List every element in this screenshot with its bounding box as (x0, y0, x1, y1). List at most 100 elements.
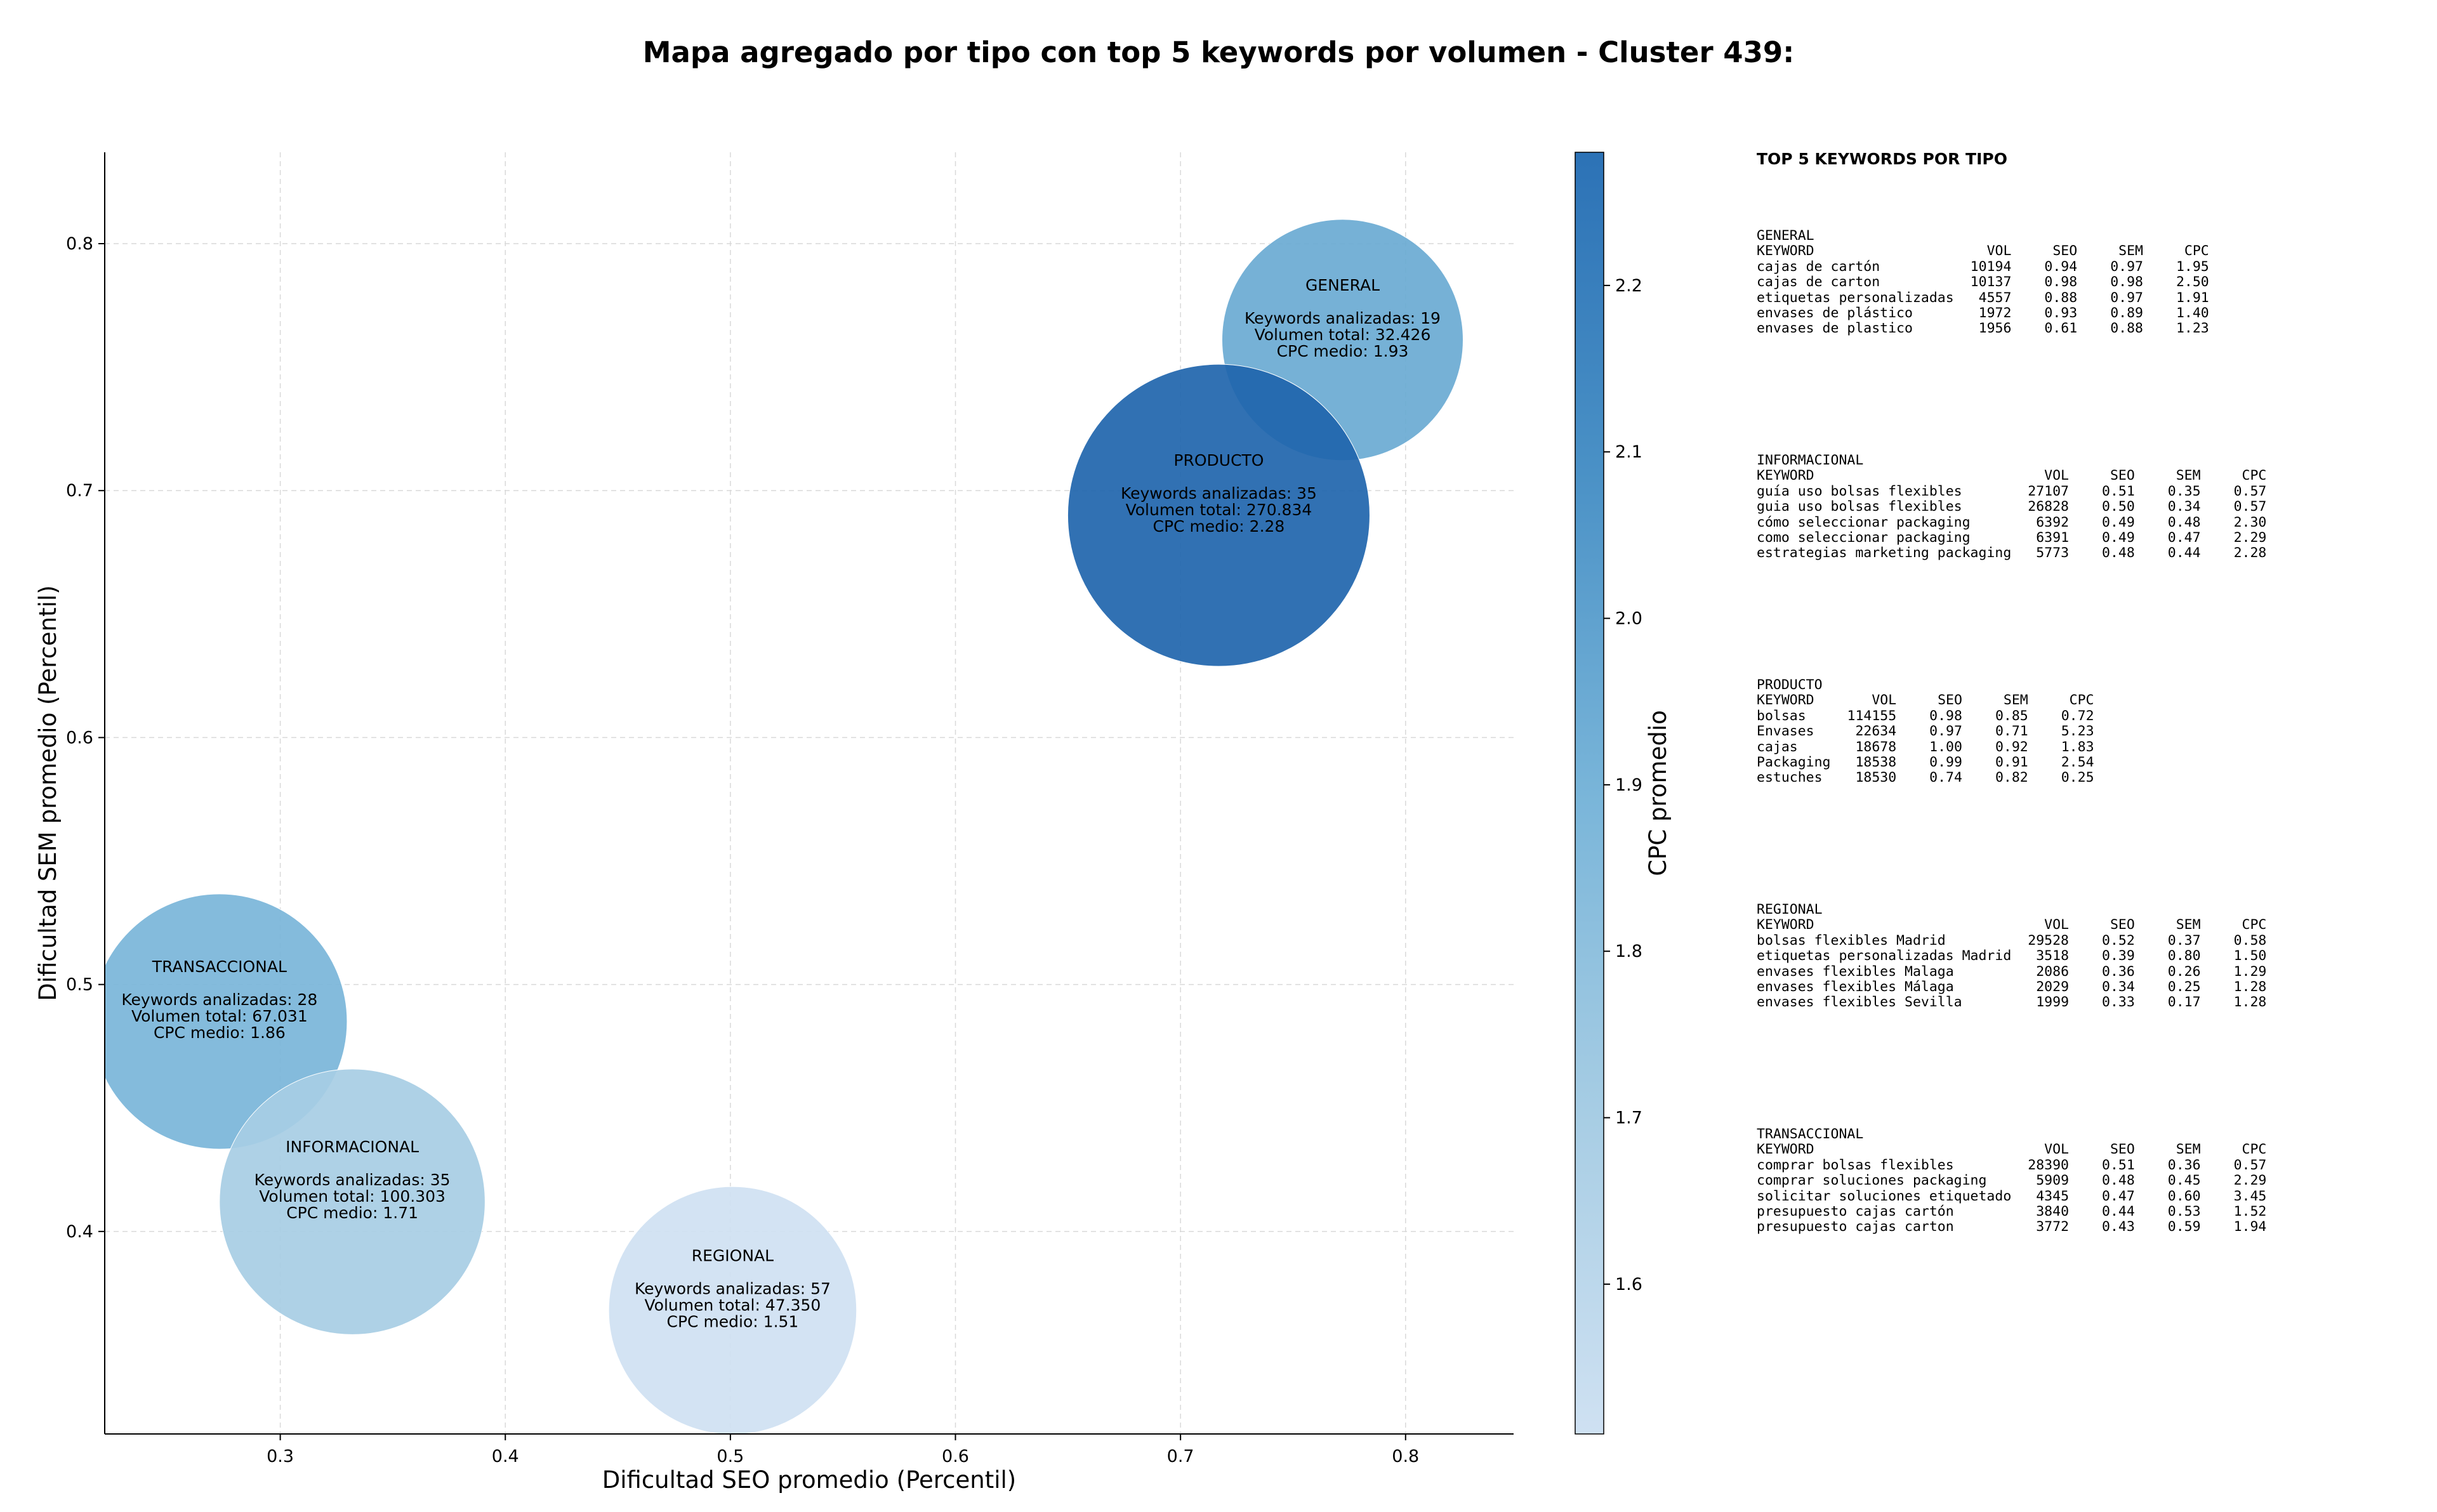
y-axis-label: Dificultad SEM promedio (Percentil) (34, 585, 62, 1001)
keyword-block-title: GENERAL (1757, 228, 1814, 244)
keyword-table-header: KEYWORD VOL SEO SEM CPC (1757, 1141, 2266, 1158)
keyword-table-header-cell: VOL (1986, 243, 2012, 260)
keyword-table-cell: 0.49 (2102, 514, 2135, 530)
keyword-table-cell: 0.61 (2044, 320, 2078, 337)
bubble-volume-label: Volumen total: 32.426 (1255, 325, 1431, 344)
keyword-table-cell: 1.29 (2233, 963, 2267, 980)
keyword-table-header-cell: SEO (2052, 243, 2078, 260)
keyword-table-header-cell: KEYWORD (1757, 243, 1814, 260)
keyword-table-cell: 6391 (2036, 530, 2070, 546)
keyword-table-cell: bolsas flexibles Madrid (1757, 932, 1946, 949)
keyword-table-cell: 3518 (2036, 948, 2070, 964)
keyword-table-cell: 0.80 (2167, 948, 2201, 964)
colorbar-tick-label: 1.8 (1615, 942, 1642, 961)
keyword-table-cell: 29528 (2028, 932, 2070, 949)
bubble-volume-label: Volumen total: 100.303 (259, 1187, 446, 1206)
bubble-cpc-label: CPC medio: 1.71 (286, 1204, 418, 1222)
keyword-table-cell: 0.48 (2102, 1173, 2135, 1189)
keyword-table-cell: 2.50 (2176, 274, 2209, 291)
bubble-keywords-label: Keywords analizadas: 57 (635, 1279, 831, 1298)
keyword-table-cell: 0.89 (2110, 305, 2143, 322)
keyword-table-header-cell: CPC (2184, 243, 2209, 260)
table-row: guia uso bolsas flexibles 26828 0.50 0.34 0.… (1757, 499, 2266, 515)
keyword-table-cell: estuches (1757, 770, 1823, 786)
bubble-type-label: GENERAL (1305, 276, 1380, 294)
keyword-table-cell: 2029 (2036, 979, 2070, 996)
keyword-table-cell: 3.45 (2233, 1188, 2267, 1204)
table-row: cajas 18678 1.00 0.92 1.83 (1757, 739, 2094, 755)
keyword-table-cell: 3772 (2036, 1219, 2070, 1235)
keyword-table-cell: 0.94 (2044, 258, 2078, 275)
table-row: cajas de cartón 10194 0.94 0.97 1.95 (1757, 258, 2209, 275)
keyword-table-cell: 2.29 (2233, 530, 2267, 546)
keyword-table-cell: 2.54 (2061, 754, 2094, 771)
bubble-circle (219, 1068, 485, 1335)
keyword-table-cell: 0.47 (2167, 530, 2201, 546)
bubble-keywords-label: Keywords analizadas: 35 (254, 1171, 451, 1189)
keyword-table-cell: 0.58 (2233, 932, 2267, 949)
keyword-table-cell: 27107 (2028, 483, 2070, 499)
keyword-table-cell: 18538 (1855, 754, 1897, 771)
keyword-table-cell: 0.97 (2110, 289, 2143, 306)
keyword-table-cell: 0.39 (2102, 948, 2135, 964)
keyword-table-cell: 0.82 (1995, 770, 2028, 786)
table-row: bolsas 114155 0.98 0.85 0.72 (1757, 707, 2094, 724)
keyword-table-cell: 0.60 (2167, 1188, 2201, 1204)
keyword-table-cell: envases flexibles Málaga (1757, 979, 1954, 996)
bubble-keywords-label: Keywords analizadas: 28 (121, 990, 317, 1009)
keyword-table-cell: 4557 (1978, 289, 2012, 306)
x-tick-label: 0.7 (1167, 1447, 1194, 1466)
keyword-table-cell: 0.34 (2102, 979, 2135, 996)
keyword-table-header-cell: SEM (2003, 692, 2028, 709)
keyword-table-cell: 0.36 (2102, 963, 2135, 980)
keyword-block-regional: REGIONAL KEYWORD VOL SEO SEM CPC bolsas flexib… (1757, 902, 2266, 1011)
keyword-block-informacional: INFORMACIONAL KEYWORD VOL SEO SEM CPC guía uso… (1757, 452, 2267, 562)
y-tick-label: 0.8 (66, 234, 93, 254)
keyword-table-cell: 0.98 (2044, 274, 2078, 291)
colorbar-tick-label: 2.2 (1615, 276, 1642, 296)
keyword-table-cell: 0.25 (2167, 979, 2201, 996)
bubble-type-label: REGIONAL (692, 1246, 774, 1265)
keyword-table-cell: 0.44 (2167, 545, 2201, 562)
keyword-table-cell: 1972 (1978, 305, 2012, 322)
keyword-table-header-cell: VOL (1872, 692, 1897, 709)
keyword-table-cell: 18678 (1855, 739, 1897, 755)
keyword-table-cell: 0.50 (2102, 499, 2135, 515)
keyword-table-cell: 1.23 (2176, 320, 2209, 337)
colorbar-tick-label: 1.9 (1615, 775, 1642, 795)
bubble-informacional: INFORMACIONAL Keywords analizadas: 35Volu… (219, 1068, 485, 1335)
keyword-table-header-cell: VOL (2044, 1141, 2070, 1158)
table-row: cajas de carton 10137 0.98 0.98 2.50 (1757, 274, 2209, 291)
keyword-table-cell: 5909 (2036, 1173, 2070, 1189)
keyword-table-header: KEYWORD VOL SEO SEM CPC (1757, 468, 2266, 483)
keyword-table-cell: 1.50 (2233, 948, 2267, 964)
keyword-table-cell: 2.30 (2233, 514, 2267, 530)
keyword-table-cell: 6392 (2036, 514, 2070, 530)
keyword-table-cell: 0.88 (2110, 320, 2143, 337)
table-row: envases flexibles Sevilla 1999 0.33 0.17 1.2… (1757, 995, 2266, 1011)
keyword-table-cell: 5.23 (2061, 723, 2094, 740)
table-row: como seleccionar packaging 6391 0.49 0.47 2.… (1757, 530, 2266, 546)
keyword-table-header-cell: CPC (2242, 917, 2267, 933)
keyword-table-cell: guía uso bolsas flexibles (1757, 483, 1962, 499)
keyword-table-header: KEYWORD VOL SEO SEM CPC (1757, 917, 2266, 933)
keyword-block-title: PRODUCTO (1757, 677, 1823, 693)
keyword-table-cell: envases de plastico (1757, 320, 1913, 337)
bubble-circle (105, 893, 348, 1150)
y-tick-label: 0.4 (66, 1222, 93, 1242)
keyword-table-cell: 0.47 (2102, 1188, 2135, 1204)
x-tick-label: 0.6 (942, 1447, 969, 1466)
keyword-table-cell: 0.59 (2167, 1219, 2201, 1235)
keyword-table-cell: 0.98 (1929, 707, 1962, 724)
keyword-table-cell: 0.34 (2167, 499, 2201, 515)
keyword-table-cell: cajas de cartón (1757, 258, 1880, 275)
keyword-table-cell: 2086 (2036, 963, 2070, 980)
table-row: presupuesto cajas carton 3772 0.43 0.59 1.94 (1757, 1219, 2266, 1235)
keyword-table-cell: solicitar soluciones etiquetado (1757, 1188, 2012, 1204)
keyword-block-title: INFORMACIONAL (1757, 452, 1864, 468)
keyword-table-cell: 1.28 (2233, 979, 2267, 996)
keyword-table-header-cell: CPC (2242, 468, 2267, 484)
